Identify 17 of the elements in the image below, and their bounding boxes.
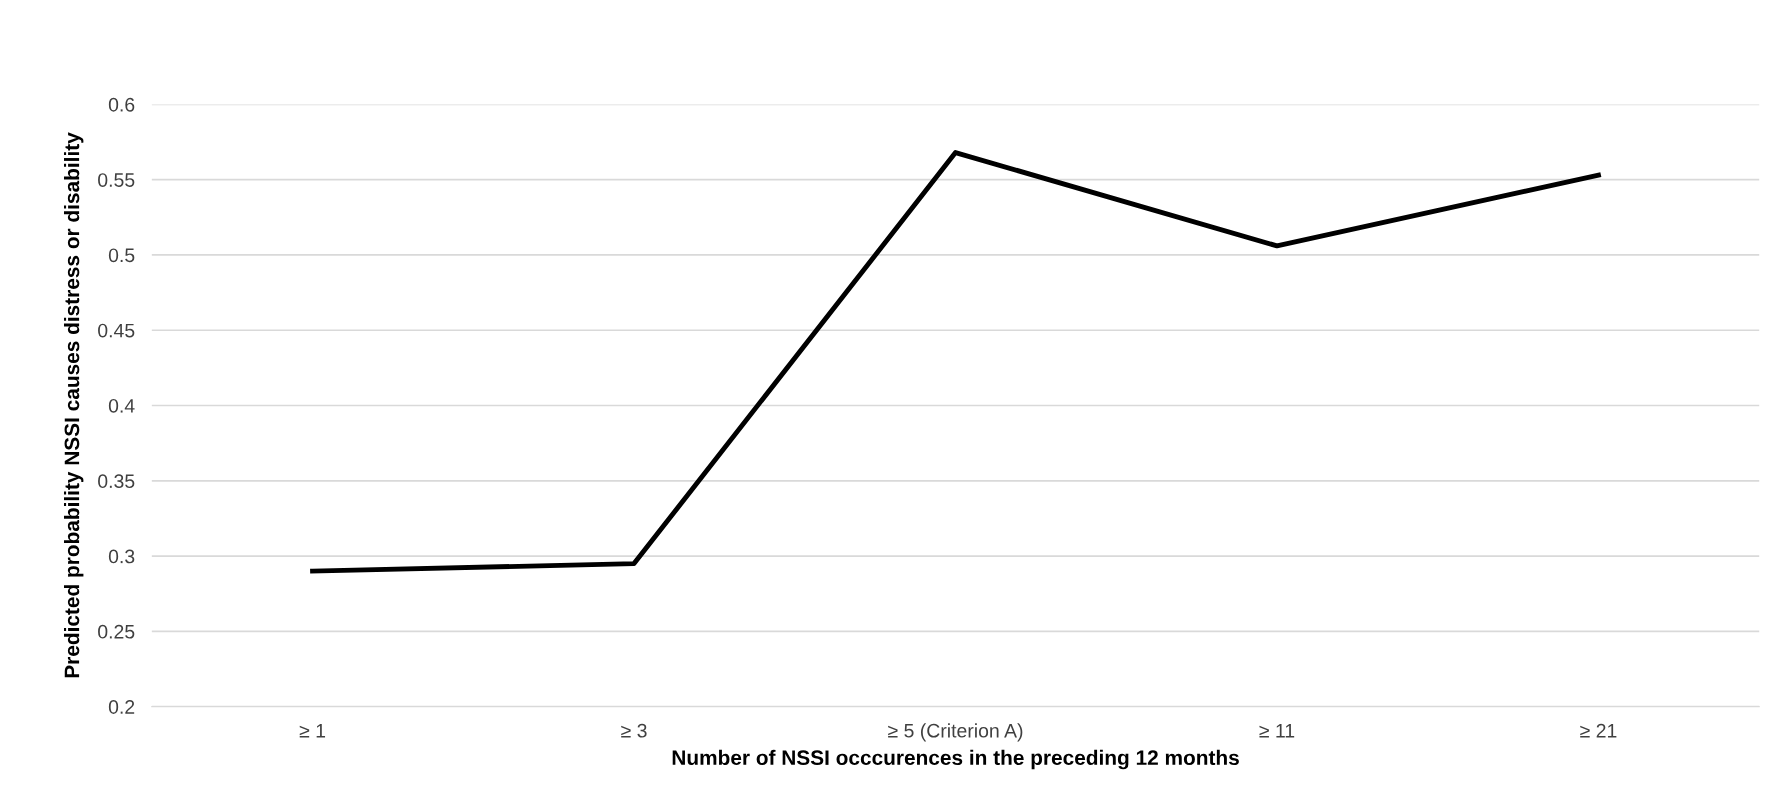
y-tick-label: 0.35 <box>98 474 135 489</box>
x-tick-label: ≥ 11 <box>1259 724 1295 738</box>
y-axis-title: Predicted probability NSSI causes distress or disability <box>63 132 84 678</box>
y-tick-label: 0.25 <box>98 624 135 639</box>
x-tick-label: ≥ 21 <box>1580 723 1617 738</box>
x-axis-title: Number of NSSI occcurences in the preceding 12 months <box>672 749 1239 770</box>
y-tick-label: 0.5 <box>108 248 135 263</box>
y-tick-label: 0.3 <box>108 549 135 564</box>
y-tick-label: 0.45 <box>98 323 135 338</box>
y-tick-label: 0.55 <box>98 173 135 187</box>
x-tick-label: ≥ 3 <box>621 723 647 738</box>
y-tick-label: 0.4 <box>108 398 135 413</box>
line-series <box>310 150 1601 574</box>
x-tick-label: ≥ 5 (Criterion A) <box>888 723 1023 742</box>
y-tick-label: 0.6 <box>108 97 135 112</box>
y-tick-label: 0.2 <box>108 700 135 714</box>
x-tick-label: ≥ 1 <box>299 724 326 738</box>
